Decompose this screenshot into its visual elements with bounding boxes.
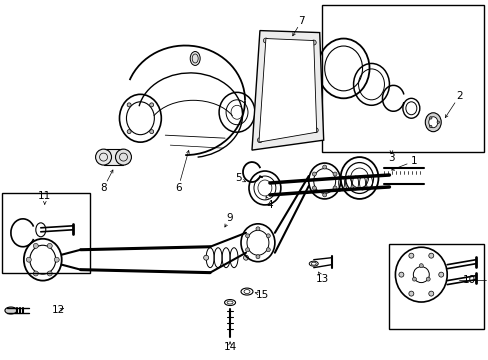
Ellipse shape bbox=[428, 117, 437, 128]
Text: 15: 15 bbox=[256, 289, 269, 300]
Polygon shape bbox=[251, 31, 323, 150]
Ellipse shape bbox=[190, 51, 200, 66]
Text: 7: 7 bbox=[298, 15, 305, 26]
Ellipse shape bbox=[245, 248, 249, 252]
Ellipse shape bbox=[47, 243, 52, 248]
Text: 8: 8 bbox=[100, 183, 107, 193]
Ellipse shape bbox=[408, 253, 413, 258]
Ellipse shape bbox=[26, 257, 31, 262]
Ellipse shape bbox=[257, 138, 262, 143]
Ellipse shape bbox=[438, 272, 443, 277]
Ellipse shape bbox=[47, 271, 52, 276]
Ellipse shape bbox=[408, 291, 413, 296]
Text: 1: 1 bbox=[410, 156, 417, 166]
Ellipse shape bbox=[33, 243, 38, 248]
Bar bbox=[103, 149, 123, 165]
Ellipse shape bbox=[203, 255, 208, 260]
Ellipse shape bbox=[436, 121, 439, 123]
Text: 2: 2 bbox=[455, 91, 462, 101]
Ellipse shape bbox=[425, 113, 440, 132]
Ellipse shape bbox=[127, 103, 131, 107]
Ellipse shape bbox=[322, 165, 326, 169]
Ellipse shape bbox=[411, 277, 416, 281]
Text: 14: 14 bbox=[223, 342, 236, 352]
Ellipse shape bbox=[266, 248, 270, 252]
Text: 13: 13 bbox=[315, 274, 328, 284]
Text: 6: 6 bbox=[175, 183, 181, 193]
Text: 3: 3 bbox=[387, 153, 394, 163]
Ellipse shape bbox=[255, 227, 260, 231]
Ellipse shape bbox=[33, 271, 38, 276]
Bar bbox=[388, 244, 483, 329]
Ellipse shape bbox=[312, 172, 316, 176]
Ellipse shape bbox=[332, 186, 336, 190]
Ellipse shape bbox=[428, 253, 433, 258]
Ellipse shape bbox=[115, 149, 131, 165]
Bar bbox=[2, 193, 89, 273]
Text: 9: 9 bbox=[226, 213, 233, 223]
Ellipse shape bbox=[95, 149, 111, 165]
Ellipse shape bbox=[5, 307, 17, 314]
Polygon shape bbox=[259, 39, 316, 142]
Ellipse shape bbox=[127, 130, 131, 134]
Ellipse shape bbox=[255, 255, 260, 259]
Ellipse shape bbox=[243, 255, 248, 260]
Ellipse shape bbox=[312, 186, 316, 190]
Ellipse shape bbox=[419, 264, 423, 268]
Ellipse shape bbox=[332, 172, 336, 176]
Ellipse shape bbox=[428, 291, 433, 296]
Text: 11: 11 bbox=[38, 191, 51, 201]
Ellipse shape bbox=[426, 277, 429, 281]
Ellipse shape bbox=[54, 257, 59, 262]
Text: 5: 5 bbox=[234, 173, 241, 183]
Ellipse shape bbox=[263, 38, 268, 43]
Ellipse shape bbox=[149, 103, 153, 107]
Ellipse shape bbox=[313, 128, 318, 133]
Text: 4: 4 bbox=[266, 200, 273, 210]
Text: 12: 12 bbox=[52, 306, 65, 315]
Ellipse shape bbox=[398, 272, 403, 277]
Ellipse shape bbox=[428, 117, 431, 119]
Text: 10: 10 bbox=[462, 275, 475, 285]
Bar bbox=[321, 5, 483, 152]
Ellipse shape bbox=[149, 130, 153, 134]
Ellipse shape bbox=[310, 40, 316, 45]
Ellipse shape bbox=[322, 193, 326, 197]
Ellipse shape bbox=[428, 125, 431, 128]
Ellipse shape bbox=[245, 234, 249, 238]
Ellipse shape bbox=[266, 234, 270, 238]
